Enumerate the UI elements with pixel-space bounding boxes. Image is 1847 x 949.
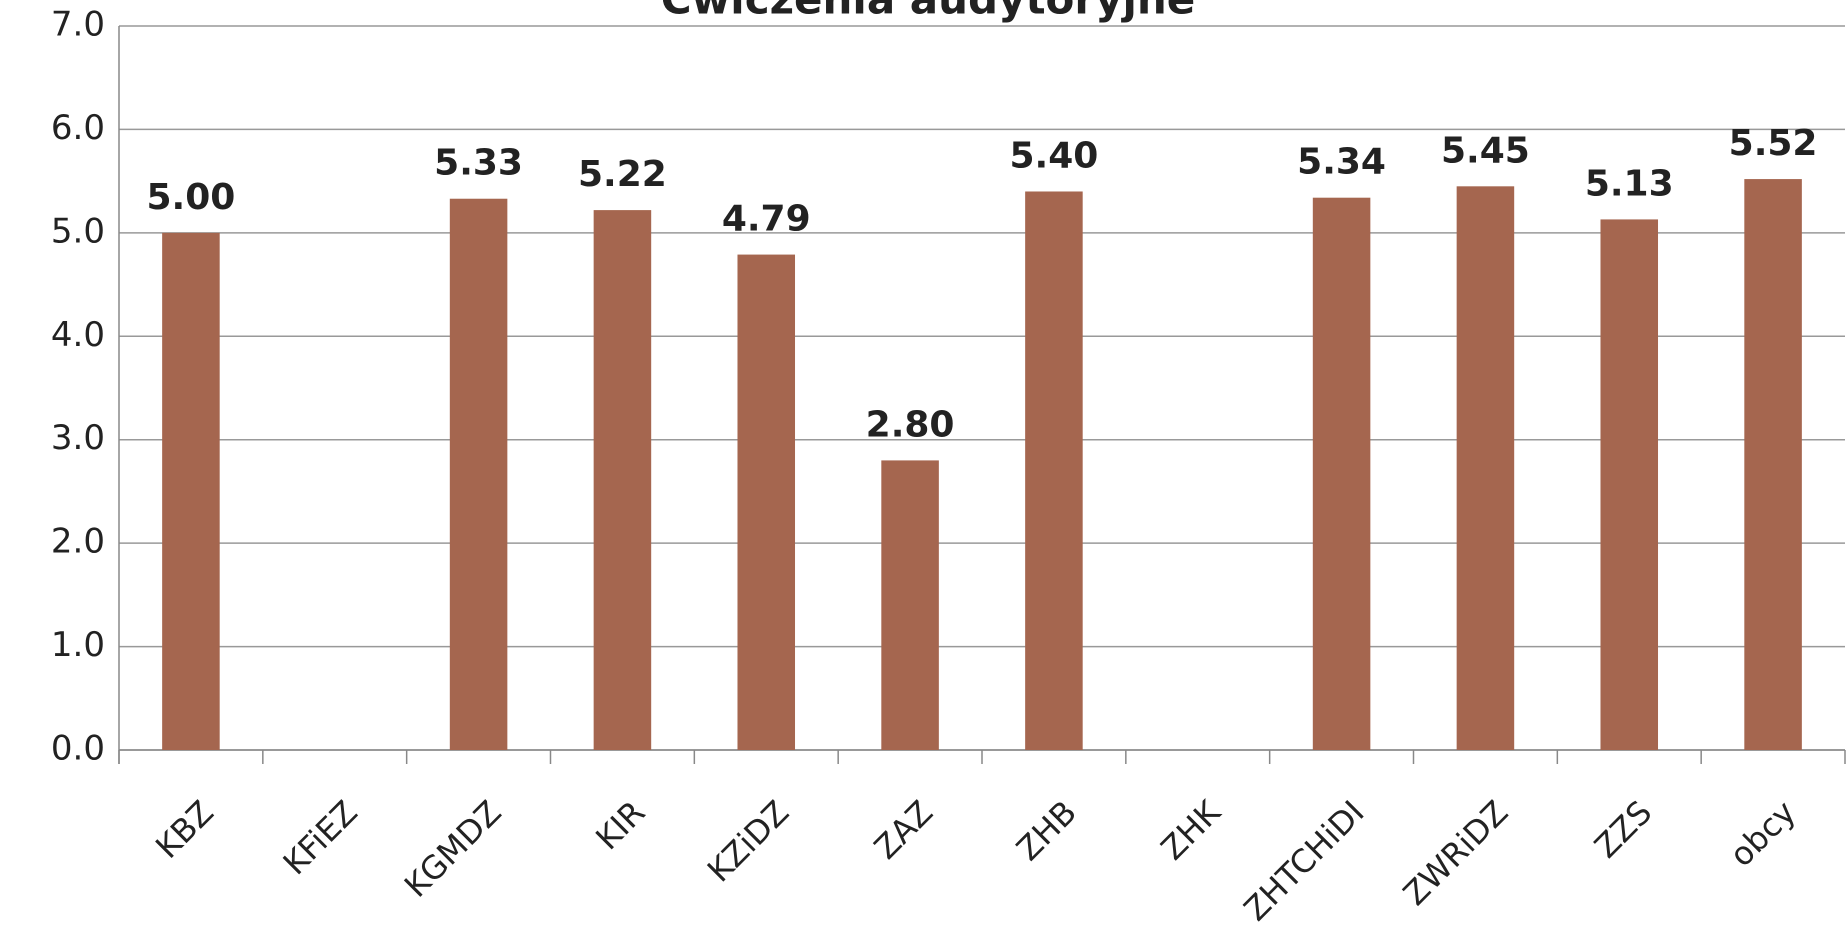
y-tick-label: 5.0 — [51, 211, 105, 251]
y-tick-label: 6.0 — [51, 108, 105, 148]
bar — [1456, 186, 1515, 751]
x-tick-label: ZZS — [1587, 793, 1659, 865]
bar — [593, 210, 652, 751]
value-label: 5.22 — [578, 154, 667, 195]
x-tick-label: KIR — [588, 793, 652, 857]
x-tick-label: KFiEZ — [276, 793, 365, 882]
value-label: 5.34 — [1297, 142, 1386, 183]
chart-title: Ćwiczenia audytoryjne — [661, 0, 1196, 24]
bar — [162, 232, 220, 750]
x-tick-label: ZWRiDZ — [1396, 793, 1516, 913]
x-tick-label: KZiDZ — [700, 793, 796, 889]
y-tick-label: 7.0 — [51, 5, 105, 45]
x-tick-label: ZHK — [1154, 792, 1229, 867]
bar — [881, 460, 939, 750]
y-tick-label: 1.0 — [51, 625, 105, 665]
value-label: 2.80 — [866, 404, 955, 445]
bar — [737, 254, 796, 750]
value-label: 4.79 — [722, 199, 811, 240]
y-tick-label: 4.0 — [51, 315, 105, 355]
bar — [1600, 219, 1659, 750]
x-tick-label: obcy — [1722, 793, 1803, 874]
x-tick-label: KGMDZ — [397, 793, 509, 905]
value-label: 5.33 — [434, 143, 523, 184]
bar — [1744, 179, 1802, 750]
bar — [1025, 191, 1083, 750]
value-label: 5.13 — [1585, 163, 1674, 204]
y-tick-label: 2.0 — [51, 522, 105, 562]
x-tick-label: ZHB — [1009, 793, 1084, 868]
x-tick-label: ZHTCHiDI — [1237, 793, 1372, 928]
x-tick-label: ZAZ — [867, 793, 940, 866]
value-label: 5.52 — [1729, 123, 1818, 164]
y-tick-label: 3.0 — [51, 418, 105, 458]
value-label: 5.00 — [147, 177, 236, 218]
bar — [449, 198, 508, 750]
x-tick-label: KBZ — [148, 793, 221, 866]
value-label: 5.40 — [1010, 135, 1099, 176]
bar — [1312, 197, 1371, 751]
value-label: 5.45 — [1441, 130, 1530, 171]
y-tick-label: 0.0 — [51, 729, 105, 769]
